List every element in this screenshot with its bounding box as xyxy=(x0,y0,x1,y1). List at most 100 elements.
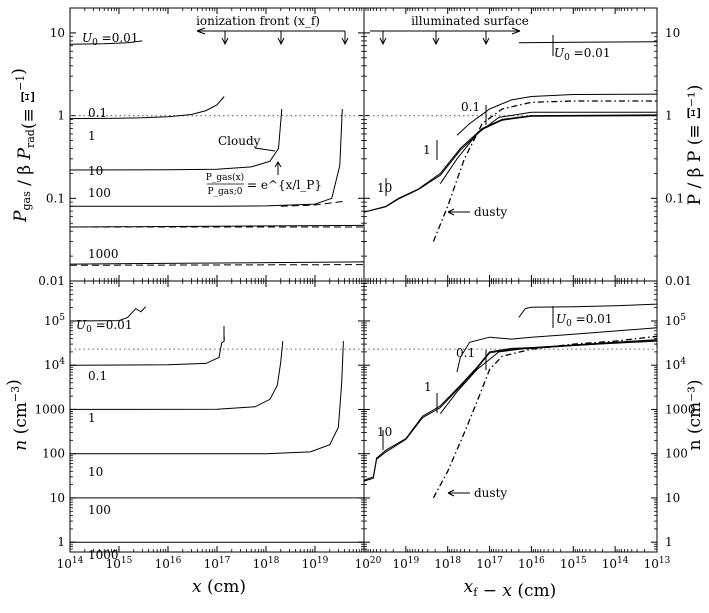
y-tick-label: 105 xyxy=(44,313,65,328)
series-label: 10 xyxy=(377,425,392,439)
y-tick-label: 1 xyxy=(57,109,65,123)
series-line xyxy=(364,115,657,213)
down-arrow xyxy=(277,31,285,46)
x-tick-label: 1019 xyxy=(302,556,329,571)
y-tick-label: 1 xyxy=(665,535,673,549)
x-tick-label: 1015 xyxy=(560,556,587,571)
x-tick-label: 1017 xyxy=(476,556,503,571)
series-label: 1 xyxy=(424,380,432,394)
cloudy-label: Cloudy xyxy=(218,134,261,148)
series-line xyxy=(70,108,343,207)
plot-area xyxy=(70,40,364,266)
cloudy-pointer xyxy=(254,147,276,152)
down-arrow xyxy=(379,31,387,46)
y-tick-label: 1 xyxy=(57,535,65,549)
x-tick-label: 1014 xyxy=(602,556,629,571)
y-tick-label: 0.01 xyxy=(38,274,65,288)
x-axis-title-right: xf − x (cm) xyxy=(464,577,557,601)
series-line xyxy=(518,303,657,318)
series-line xyxy=(439,111,657,184)
dusty-arrow xyxy=(447,208,470,216)
y-axis-title-right-top: P / β P (≡ Ξ⁻¹) xyxy=(685,85,705,206)
y-tick-label: 0.1 xyxy=(665,191,684,205)
y-tick-label: 0.1 xyxy=(46,191,65,205)
x-tick-label: 1014 xyxy=(57,556,84,571)
y-tick-label: 0.01 xyxy=(665,274,692,288)
y-tick-label: 104 xyxy=(665,357,686,372)
series-label: 0.1 xyxy=(456,346,475,360)
series-line-dashed xyxy=(280,200,345,207)
y-axis-title-bottom: n (cm−3) xyxy=(4,379,31,451)
plot-frame xyxy=(69,7,365,282)
formula-denominator: P_gas;0 xyxy=(207,187,242,197)
series-line-dusty xyxy=(432,335,657,499)
series-line xyxy=(456,327,657,373)
y-axis-title-top: Pgas / β Prad(≡ Ξ−1) xyxy=(9,68,39,223)
ionization-front-label: ionization front (x_f) xyxy=(196,14,320,28)
series-line xyxy=(364,339,657,481)
series-line xyxy=(70,336,225,366)
series-label: U0 =0.01 xyxy=(76,318,132,335)
series-label: U0 =0.01 xyxy=(554,46,610,63)
series-line xyxy=(456,93,657,136)
plot-area xyxy=(70,306,364,543)
series-label: 1 xyxy=(88,129,96,143)
series-label: 0.1 xyxy=(461,100,480,114)
y-tick-label: 105 xyxy=(665,313,686,328)
y-tick-label: 1000 xyxy=(665,402,696,416)
series-line xyxy=(70,306,147,322)
panel-top-left: 0.01 0.1 1 10 U0 =0.01 0.1 1 10 100 1000 ionizatio… xyxy=(38,7,365,288)
panel-bottom-right: 1019 1018 1017 1016 1015 1014 1013110100100010… xyxy=(363,280,696,571)
axis-titles: Pgas / β Prad(≡ Ξ−1) n (cm−3) x (cm) xf − x… xyxy=(4,68,705,601)
formula-arrow xyxy=(274,161,282,175)
formula-annotation: P_gas(x) P_gas;0 = e^{x/l_P} xyxy=(206,172,322,197)
plot-area xyxy=(364,41,657,242)
series-label: 1 xyxy=(88,411,96,425)
illuminated-surface-label: illuminated surface xyxy=(411,14,529,28)
series-line-dusty xyxy=(432,100,657,242)
formula-rhs: = e^{x/l_P} xyxy=(247,178,322,192)
series-label: 1000 xyxy=(88,247,119,261)
series-line xyxy=(70,341,344,455)
y-tick-label: 104 xyxy=(44,357,65,372)
surface-arrow xyxy=(370,27,521,35)
series-label: 1000 xyxy=(88,548,119,562)
series-line xyxy=(364,114,657,213)
series-line xyxy=(70,261,364,265)
x-axis-title-left: x (cm) xyxy=(192,577,246,597)
down-arrow xyxy=(432,31,440,46)
x-tick-label: 1016 xyxy=(155,556,182,571)
x-tick-label: 1015 xyxy=(106,556,133,571)
dusty-label: dusty xyxy=(474,486,507,500)
series-label: 0.1 xyxy=(88,106,107,120)
series-line xyxy=(70,40,143,45)
x-tick-label: 1019 xyxy=(392,556,419,571)
series-label: 1 xyxy=(423,143,431,157)
series-line xyxy=(364,339,657,482)
plot-frame xyxy=(363,280,658,553)
front-arrow xyxy=(196,27,345,35)
y-axis-title-right-bottom: n (cm⁻³) xyxy=(685,379,705,450)
series-label: U0 =0.01 xyxy=(556,312,612,329)
y-tick-label: 10 xyxy=(50,26,65,40)
down-arrow xyxy=(221,31,229,46)
series-label: 10 xyxy=(88,164,103,178)
y-tick-label: 10 xyxy=(50,491,65,505)
dusty-arrow xyxy=(447,489,470,497)
y-tick-label: 10 xyxy=(665,491,680,505)
series-label: 100 xyxy=(88,503,111,517)
down-arrow xyxy=(341,31,349,46)
series-label: 0.1 xyxy=(88,369,107,383)
series-line xyxy=(518,41,657,44)
series-label: 10 xyxy=(88,465,103,479)
y-tick-label: 1000 xyxy=(34,402,65,416)
x-tick-label: 1016 xyxy=(518,556,545,571)
series-line xyxy=(70,341,284,410)
x-tick-label: 1013 xyxy=(644,556,671,571)
formula-numerator: P_gas(x) xyxy=(206,172,244,183)
series-line-dashed xyxy=(70,264,364,266)
series-label: 10 xyxy=(377,181,392,195)
y-tick-label: 1 xyxy=(665,109,673,123)
dusty-label: dusty xyxy=(474,205,507,219)
